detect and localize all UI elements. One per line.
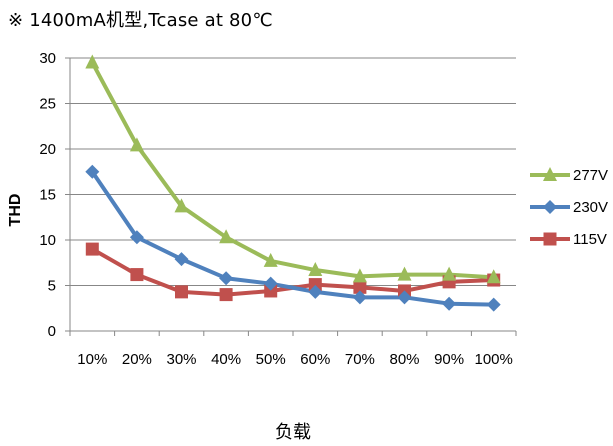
- legend-marker-230v: [543, 200, 557, 214]
- x-tick-label-40%: 40%: [211, 351, 241, 368]
- point-230v-90%: [442, 296, 457, 311]
- point-277v-50%: [263, 252, 278, 267]
- point-230v-30%: [174, 252, 189, 267]
- point-115v-20%: [130, 268, 144, 282]
- y-tick-labels: 0 5 10 15 20 25 30: [39, 50, 56, 340]
- legend-label-115v: 115V: [573, 231, 607, 248]
- y-tick-label-15: 15: [39, 187, 56, 204]
- y-tick-label-25: 25: [39, 96, 56, 113]
- legend-label-277v: 277V: [573, 167, 608, 184]
- point-277v-40%: [219, 229, 234, 244]
- point-277v-80%: [397, 266, 412, 281]
- legend-marker-277v: [543, 167, 557, 181]
- point-115v-70%: [353, 280, 367, 294]
- axes: [65, 57, 517, 336]
- point-115v-60%: [308, 278, 322, 292]
- gridlines: [70, 57, 516, 286]
- x-tick-label-50%: 50%: [256, 351, 286, 368]
- point-230v-10%: [85, 164, 100, 179]
- y-tick-label-5: 5: [48, 278, 56, 295]
- x-tick-label-70%: 70%: [345, 351, 375, 368]
- point-230v-70%: [352, 290, 367, 305]
- y-tick-label-0: 0: [48, 323, 56, 340]
- x-tick-label-10%: 10%: [77, 351, 107, 368]
- x-tick-label-100%: 100%: [475, 351, 513, 368]
- series-markers: [85, 54, 501, 312]
- point-230v-60%: [308, 284, 323, 299]
- series-lines: [90, 61, 494, 307]
- x-tick-labels: 10% 20% 30% 40% 50% 60% 70% 80% 90% 100%: [77, 351, 513, 368]
- point-115v-10%: [85, 242, 99, 256]
- point-230v-50%: [263, 276, 278, 291]
- point-115v-40%: [219, 288, 233, 302]
- x-tick-label-20%: 20%: [122, 351, 152, 368]
- point-277v-100%: [486, 269, 501, 284]
- series-line-277v: [90, 61, 494, 280]
- point-230v-40%: [219, 271, 234, 286]
- legend-marker-115v: [543, 232, 557, 246]
- x-tick-label-60%: 60%: [300, 351, 330, 368]
- point-230v-100%: [486, 297, 501, 312]
- point-277v-30%: [174, 198, 189, 213]
- legend: 277V 230V 115V: [530, 167, 608, 248]
- point-277v-60%: [308, 262, 323, 277]
- x-tick-label-90%: 90%: [434, 351, 464, 368]
- legend-label-230v: 230V: [573, 199, 608, 216]
- chart-title: ※ 1400mA机型,Tcase at 80℃: [8, 10, 273, 31]
- point-115v-50%: [264, 284, 278, 298]
- x-tick-label-30%: 30%: [166, 351, 196, 368]
- x-axis-title: 负载: [275, 422, 311, 443]
- point-277v-70%: [352, 268, 367, 283]
- x-tick-label-80%: 80%: [389, 351, 419, 368]
- y-tick-label-20: 20: [39, 141, 56, 158]
- point-115v-30%: [175, 285, 188, 299]
- point-277v-90%: [442, 266, 457, 281]
- y-axis-title: THD: [7, 194, 24, 227]
- point-230v-20%: [129, 230, 144, 245]
- point-277v-20%: [129, 137, 144, 152]
- series-line-230v: [90, 170, 494, 307]
- point-277v-10%: [85, 54, 100, 69]
- y-tick-label-10: 10: [39, 232, 56, 249]
- point-230v-80%: [397, 290, 412, 305]
- y-tick-label-30: 30: [39, 50, 56, 67]
